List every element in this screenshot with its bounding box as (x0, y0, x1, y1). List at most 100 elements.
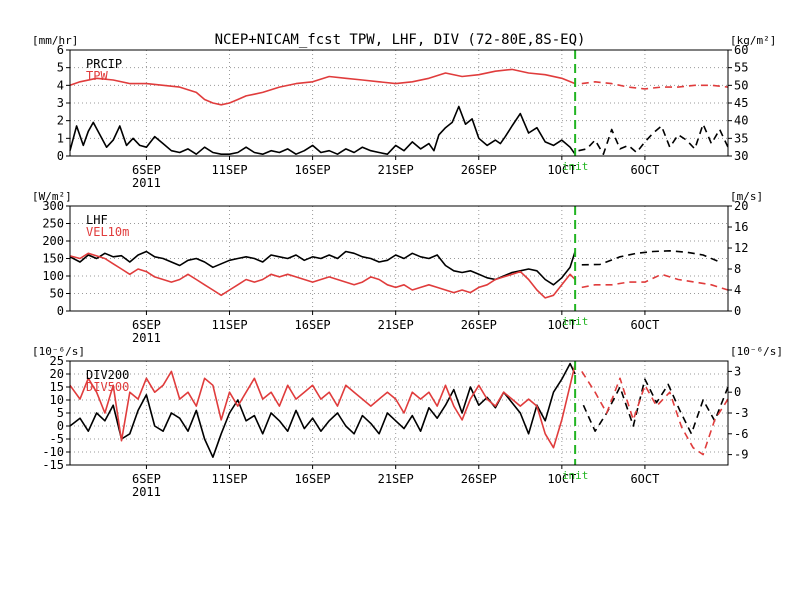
x-tick-label: 26SEP (461, 472, 497, 486)
x-tick-label: 6SEP (132, 318, 161, 332)
x-tick-label: 1OCT (547, 472, 576, 486)
right-unit-label: [m/s] (730, 190, 763, 203)
y2-tick-label: 30 (734, 149, 748, 163)
y-tick-label: 10 (50, 393, 64, 407)
series-line-prcip (578, 123, 729, 155)
panel-middle: 0 50 100 150 200 250 300 0 4 8 12 16 20 6SEP 11SEP 16SE… (32, 190, 763, 345)
y2-tick-label: 0 (734, 304, 741, 318)
y-tick-label: 2 (57, 114, 64, 128)
y2-tick-label: -9 (734, 448, 748, 462)
x-tick-label: 26SEP (461, 163, 497, 177)
x-tick-label: 6SEP (132, 163, 161, 177)
y2-tick-label: 12 (734, 241, 748, 255)
x-tick-label: 16SEP (295, 318, 331, 332)
legend-prcip: PRCIP (86, 57, 122, 71)
left-unit-label: [10⁻⁶/s] (32, 345, 85, 358)
y2-tick-label: 45 (734, 96, 748, 110)
right-unit-label: [kg/m²] (730, 34, 776, 47)
right-unit-label: [10⁻⁶/s] (730, 345, 783, 358)
y2-tick-label: 20 (734, 199, 748, 213)
y2-tick-label: 16 (734, 220, 748, 234)
x-tick-label: 6SEP (132, 472, 161, 486)
y-tick-label: -15 (42, 458, 64, 472)
series-line-div500 (581, 370, 729, 456)
y2-tick-label: 4 (734, 283, 741, 297)
y2-tick-label: 3 (734, 364, 741, 378)
x-tick-label: 16SEP (295, 163, 331, 177)
legend-tpw: TPW (86, 69, 108, 83)
y-tick-label: 4 (57, 78, 64, 92)
panel-frame (69, 205, 729, 312)
series-line-lhf (581, 250, 721, 266)
x-tick-label: 21SEP (378, 318, 414, 332)
y-tick-label: 250 (42, 217, 64, 231)
y2-tick-label: -6 (734, 427, 748, 441)
y-tick-label: 15 (50, 380, 64, 394)
y-tick-label: 20 (50, 367, 64, 381)
x-tick-label: 21SEP (378, 163, 414, 177)
y-tick-label: 6 (57, 43, 64, 57)
legend-div500: DIV500 (86, 380, 129, 394)
chart-title: NCEP+NICAM_fcst TPW, LHF, DIV (72-80E,8S… (215, 32, 586, 48)
x-tick-label: 6OCT (630, 472, 659, 486)
series-line-prcip (69, 105, 576, 155)
x-tick-label: 11SEP (211, 472, 247, 486)
x-tick-label: 6OCT (630, 318, 659, 332)
left-unit-label: [W/m²] (32, 190, 72, 203)
panel-frame (69, 49, 729, 157)
y2-tick-label: 35 (734, 131, 748, 145)
init-label: init (562, 469, 589, 482)
y-tick-label: 150 (42, 252, 64, 266)
series-line-vel10m (69, 252, 576, 299)
x-tick-label: 1OCT (547, 163, 576, 177)
series-line-vel10m (581, 273, 729, 291)
series-line-div200 (69, 362, 576, 459)
y-tick-label: 3 (57, 96, 64, 110)
x-tick-label: 1OCT (547, 318, 576, 332)
legend-vel10m: VEL10m (86, 225, 129, 239)
y2-tick-label: 55 (734, 61, 748, 75)
y-tick-label: -5 (50, 432, 64, 446)
y2-tick-label: 50 (734, 78, 748, 92)
y-tick-label: 0 (57, 149, 64, 163)
y2-tick-label: 0 (734, 385, 741, 399)
legend-lhf: LHF (86, 213, 108, 227)
series-line-lhf (69, 250, 576, 286)
x-tick-label: 26SEP (461, 318, 497, 332)
year-label: 2011 (132, 331, 161, 345)
x-tick-label: 6OCT (630, 163, 659, 177)
y-tick-label: 300 (42, 199, 64, 213)
y-tick-label: 50 (50, 287, 64, 301)
x-tick-label: 21SEP (378, 472, 414, 486)
y2-tick-label: 8 (734, 262, 741, 276)
legend-div200: DIV200 (86, 368, 129, 382)
y-tick-label: -10 (42, 445, 64, 459)
x-tick-label: 11SEP (211, 318, 247, 332)
y-tick-label: 0 (57, 304, 64, 318)
y-tick-label: 200 (42, 234, 64, 248)
panel-frame (69, 360, 729, 466)
x-tick-label: 16SEP (295, 472, 331, 486)
y2-tick-label: 40 (734, 114, 748, 128)
y-tick-label: 25 (50, 354, 64, 368)
y-tick-label: 0 (57, 419, 64, 433)
series-line-div500 (69, 364, 576, 449)
y2-tick-label: -3 (734, 406, 748, 420)
y-tick-label: 5 (57, 406, 64, 420)
x-tick-label: 11SEP (211, 163, 247, 177)
init-label: init (562, 315, 589, 328)
year-label: 2011 (132, 176, 161, 190)
series-line-tpw (581, 81, 729, 90)
series-line-tpw (69, 68, 576, 106)
y2-tick-label: 60 (734, 43, 748, 57)
left-unit-label: [mm/hr] (32, 34, 78, 47)
init-label: init (562, 160, 589, 173)
y-tick-label: 5 (57, 61, 64, 75)
y-tick-label: 1 (57, 131, 64, 145)
y-tick-label: 100 (42, 269, 64, 283)
year-label: 2011 (132, 485, 161, 499)
